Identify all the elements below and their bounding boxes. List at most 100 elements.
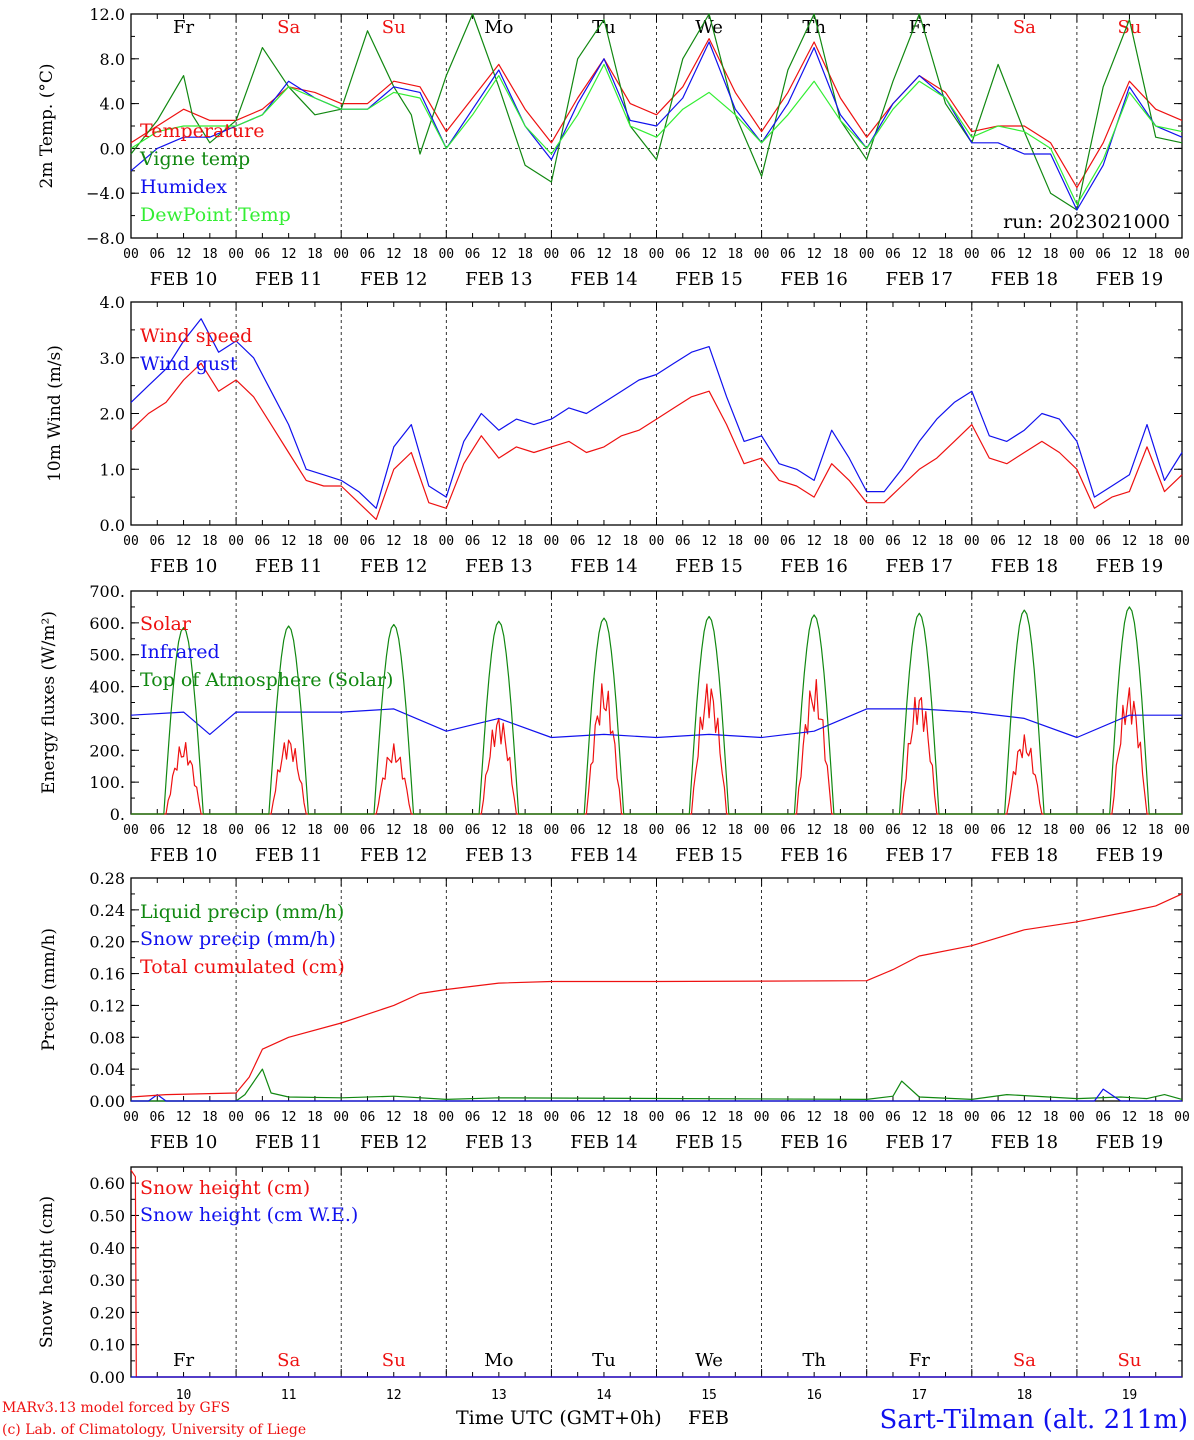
y-tick-label: 300. [89, 709, 125, 728]
day-label: FEB 19 [1096, 269, 1163, 290]
hour-tick-label: 00 [123, 1110, 139, 1125]
y-tick-label: 0.20 [89, 933, 125, 952]
hour-tick-label: 06 [885, 534, 901, 549]
hour-tick-label: 18 [517, 534, 533, 549]
hour-tick-label: 12 [386, 1110, 402, 1125]
day-label: FEB 19 [1096, 1132, 1163, 1153]
hour-tick-label: 18 [727, 823, 743, 838]
hour-tick-label: 06 [255, 247, 271, 262]
hour-tick-label: 00 [964, 1110, 980, 1125]
hour-tick-label: 00 [859, 1110, 875, 1125]
hour-tick-label: 12 [701, 1110, 717, 1125]
hour-tick-label: 06 [570, 1110, 586, 1125]
y-tick-label: 4.0 [100, 95, 125, 114]
hour-tick-label: 06 [675, 1110, 691, 1125]
hour-tick-label: 18 [622, 247, 638, 262]
hour-tick-label: 00 [438, 823, 454, 838]
y-tick-label: 0.30 [89, 1271, 125, 1290]
weekday-label: Su [1117, 1350, 1141, 1371]
hour-tick-label: 00 [754, 1110, 770, 1125]
hour-tick-label: 06 [570, 247, 586, 262]
panel-snow: 0.60 0.50 0.40 0.30 0.20 0.10 0.00 Snow height … [37, 1166, 1183, 1403]
day-label: FEB 17 [886, 269, 953, 290]
hour-tick-label: 00 [333, 247, 349, 262]
panel-temp: 12.0 8.0 4.0 0.0 −4.0 −8.0 2m Temp. (°C) 00 06 12… [37, 5, 1190, 290]
hour-tick-label: 12 [911, 823, 927, 838]
legend-entry: Snow precip (mm/h) [140, 928, 336, 950]
day-number-label: 11 [281, 1388, 297, 1403]
hour-tick-label: 12 [911, 534, 927, 549]
hour-tick-label: 06 [149, 534, 165, 549]
hour-tick-label: 00 [1069, 1110, 1085, 1125]
hour-tick-label: 06 [255, 823, 271, 838]
day-label: FEB 15 [675, 845, 742, 866]
hour-tick-label: 18 [412, 534, 428, 549]
legend-entry: Solar [140, 613, 192, 635]
hour-tick-label: 06 [675, 823, 691, 838]
weekday-label: Su [1117, 17, 1141, 38]
day-number-label: 13 [491, 1388, 507, 1403]
hour-tick-label: 12 [1122, 1110, 1138, 1125]
month-label: FEB [688, 1407, 729, 1429]
hour-tick-label: 00 [754, 823, 770, 838]
y-axis-label: 2m Temp. (°C) [37, 63, 57, 188]
day-label: FEB 12 [360, 556, 427, 577]
hour-tick-label: 12 [701, 534, 717, 549]
hour-tick-label: 00 [544, 247, 560, 262]
hour-tick-label: 18 [1043, 1110, 1059, 1125]
hour-tick-label: 00 [544, 534, 560, 549]
legend-entry: Wind speed [140, 325, 252, 347]
hour-tick-label: 12 [1122, 823, 1138, 838]
plot-frame [130, 590, 1183, 815]
y-tick-label: −8.0 [86, 229, 125, 248]
hour-tick-label: 18 [727, 247, 743, 262]
y-tick-label: 500. [89, 646, 125, 665]
y-tick-label: 0.12 [89, 996, 125, 1015]
y-tick-label: 0.00 [89, 1092, 125, 1111]
hour-tick-label: 12 [281, 1110, 297, 1125]
hour-tick-label: 12 [1017, 823, 1033, 838]
hour-tick-label: 00 [333, 1110, 349, 1125]
hour-tick-label: 18 [1043, 534, 1059, 549]
hour-tick-label: 00 [123, 534, 139, 549]
hour-tick-label: 00 [1174, 823, 1190, 838]
hour-tick-label: 18 [307, 1110, 323, 1125]
hour-tick-label: 18 [517, 247, 533, 262]
hour-tick-label: 06 [990, 1110, 1006, 1125]
day-label: FEB 19 [1096, 845, 1163, 866]
hour-tick-label: 00 [1174, 534, 1190, 549]
y-tick-label: 0.0 [100, 516, 125, 535]
hour-tick-label: 06 [780, 823, 796, 838]
hour-tick-label: 18 [833, 823, 849, 838]
lab-credit: (c) Lab. of Climatology, University of L… [2, 1422, 306, 1438]
day-number-label: 12 [386, 1388, 402, 1403]
y-tick-label: 0.08 [89, 1028, 125, 1047]
day-number-label: 16 [806, 1388, 822, 1403]
hour-tick-label: 18 [202, 534, 218, 549]
hour-tick-label: 12 [806, 1110, 822, 1125]
panel-precip: 0.28 0.24 0.20 0.16 0.12 0.08 0.04 0.00 Precip (… [39, 869, 1190, 1153]
hour-tick-label: 12 [596, 534, 612, 549]
hour-tick-label: 18 [1148, 823, 1164, 838]
day-label: FEB 16 [780, 556, 847, 577]
legend-entry: DewPoint Temp [140, 204, 291, 226]
hour-tick-label: 18 [202, 823, 218, 838]
y-tick-label: 2.0 [100, 405, 125, 424]
hour-tick-label: 00 [1069, 247, 1085, 262]
weekday-label: We [695, 17, 723, 38]
y-tick-label: −4.0 [86, 184, 125, 203]
hour-tick-label: 06 [990, 534, 1006, 549]
hour-tick-label: 12 [596, 823, 612, 838]
y-tick-label: 8.0 [100, 50, 125, 69]
hour-tick-label: 12 [281, 247, 297, 262]
y-axis-label: Snow height (cm) [37, 1196, 57, 1348]
weekday-label: Tu [592, 1350, 616, 1371]
hour-tick-label: 00 [123, 247, 139, 262]
day-label: FEB 18 [991, 845, 1058, 866]
hour-tick-label: 12 [806, 247, 822, 262]
hour-tick-label: 12 [806, 823, 822, 838]
hour-tick-label: 06 [675, 247, 691, 262]
day-label: FEB 16 [780, 1132, 847, 1153]
hour-tick-label: 18 [1043, 823, 1059, 838]
legend-entry: Temperature [140, 120, 264, 142]
